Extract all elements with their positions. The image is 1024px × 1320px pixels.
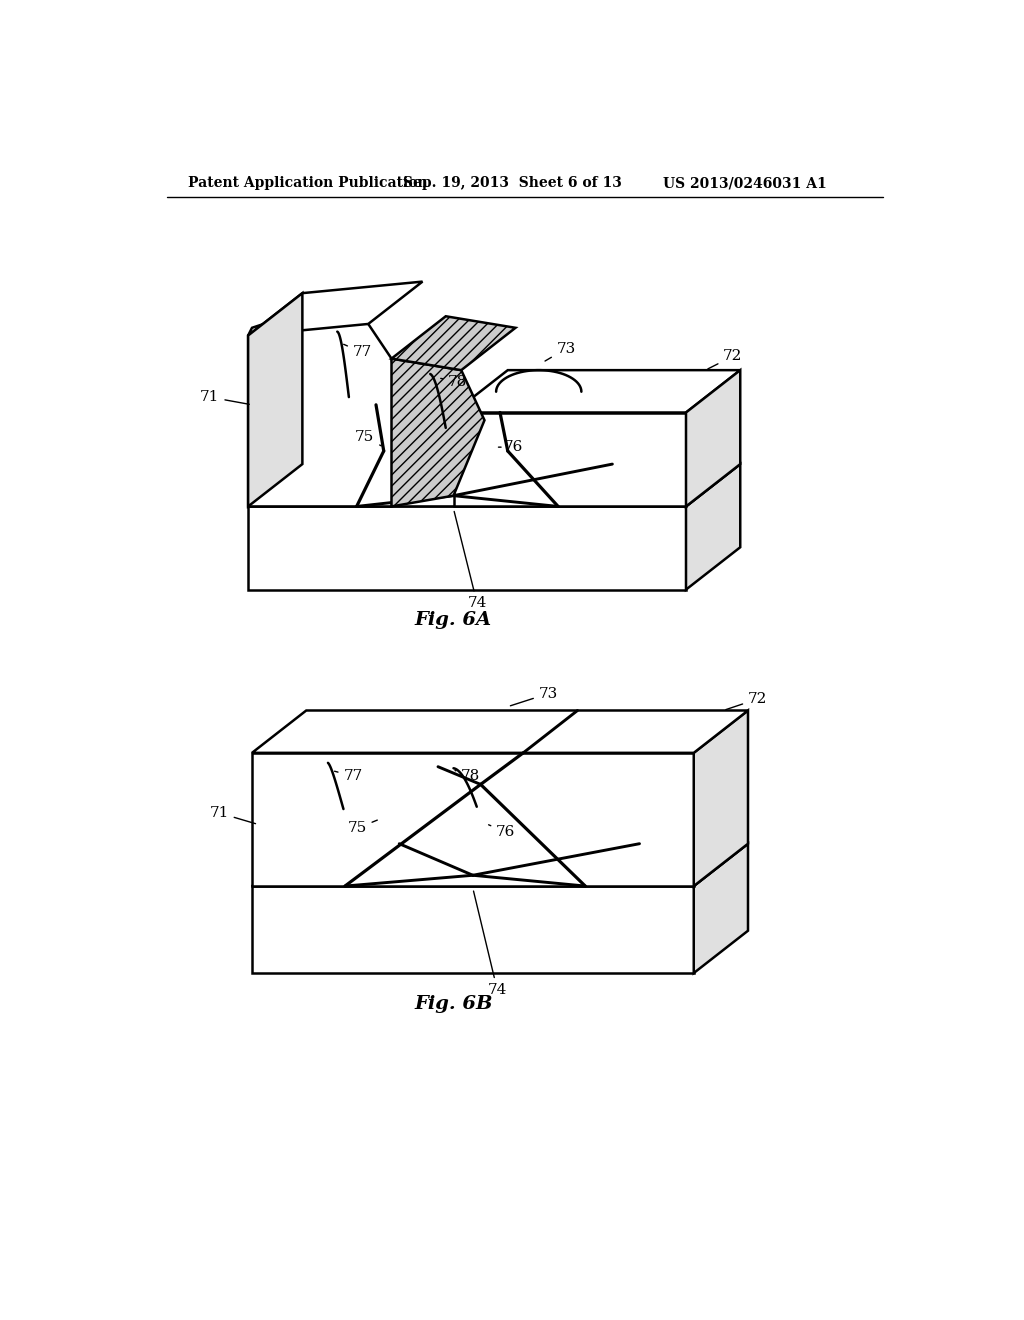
Polygon shape: [454, 370, 740, 412]
Polygon shape: [248, 465, 740, 507]
Polygon shape: [693, 710, 748, 886]
Text: 77: 77: [344, 345, 372, 359]
Text: Patent Application Publication: Patent Application Publication: [188, 176, 428, 190]
Text: 78: 78: [455, 770, 480, 783]
Text: 77: 77: [335, 770, 362, 783]
Text: Fig. 6A: Fig. 6A: [415, 611, 493, 630]
Polygon shape: [391, 317, 515, 370]
Polygon shape: [248, 507, 686, 590]
Text: 75: 75: [355, 430, 381, 446]
Text: 72: 72: [708, 350, 742, 368]
Polygon shape: [686, 370, 740, 507]
Polygon shape: [693, 843, 748, 973]
Text: 71: 71: [200, 391, 249, 404]
Text: 74: 74: [455, 511, 486, 610]
Polygon shape: [248, 293, 302, 507]
Text: 75: 75: [347, 820, 377, 836]
Polygon shape: [252, 886, 693, 973]
Polygon shape: [454, 412, 686, 507]
Text: US 2013/0246031 A1: US 2013/0246031 A1: [663, 176, 826, 190]
Text: 74: 74: [473, 891, 507, 997]
Text: Fig. 6B: Fig. 6B: [415, 995, 493, 1012]
Polygon shape: [248, 281, 423, 335]
Text: 76: 76: [499, 440, 523, 454]
Polygon shape: [248, 313, 407, 507]
Text: 73: 73: [510, 686, 558, 706]
Text: 78: 78: [440, 375, 467, 388]
Text: 73: 73: [545, 342, 575, 362]
Text: 76: 76: [488, 825, 515, 840]
Text: Sep. 19, 2013  Sheet 6 of 13: Sep. 19, 2013 Sheet 6 of 13: [403, 176, 622, 190]
Text: 71: 71: [209, 807, 256, 824]
Text: 72: 72: [726, 692, 767, 710]
Polygon shape: [686, 465, 740, 590]
Polygon shape: [252, 843, 748, 886]
Polygon shape: [252, 710, 748, 752]
Polygon shape: [252, 752, 693, 886]
Polygon shape: [391, 359, 484, 507]
